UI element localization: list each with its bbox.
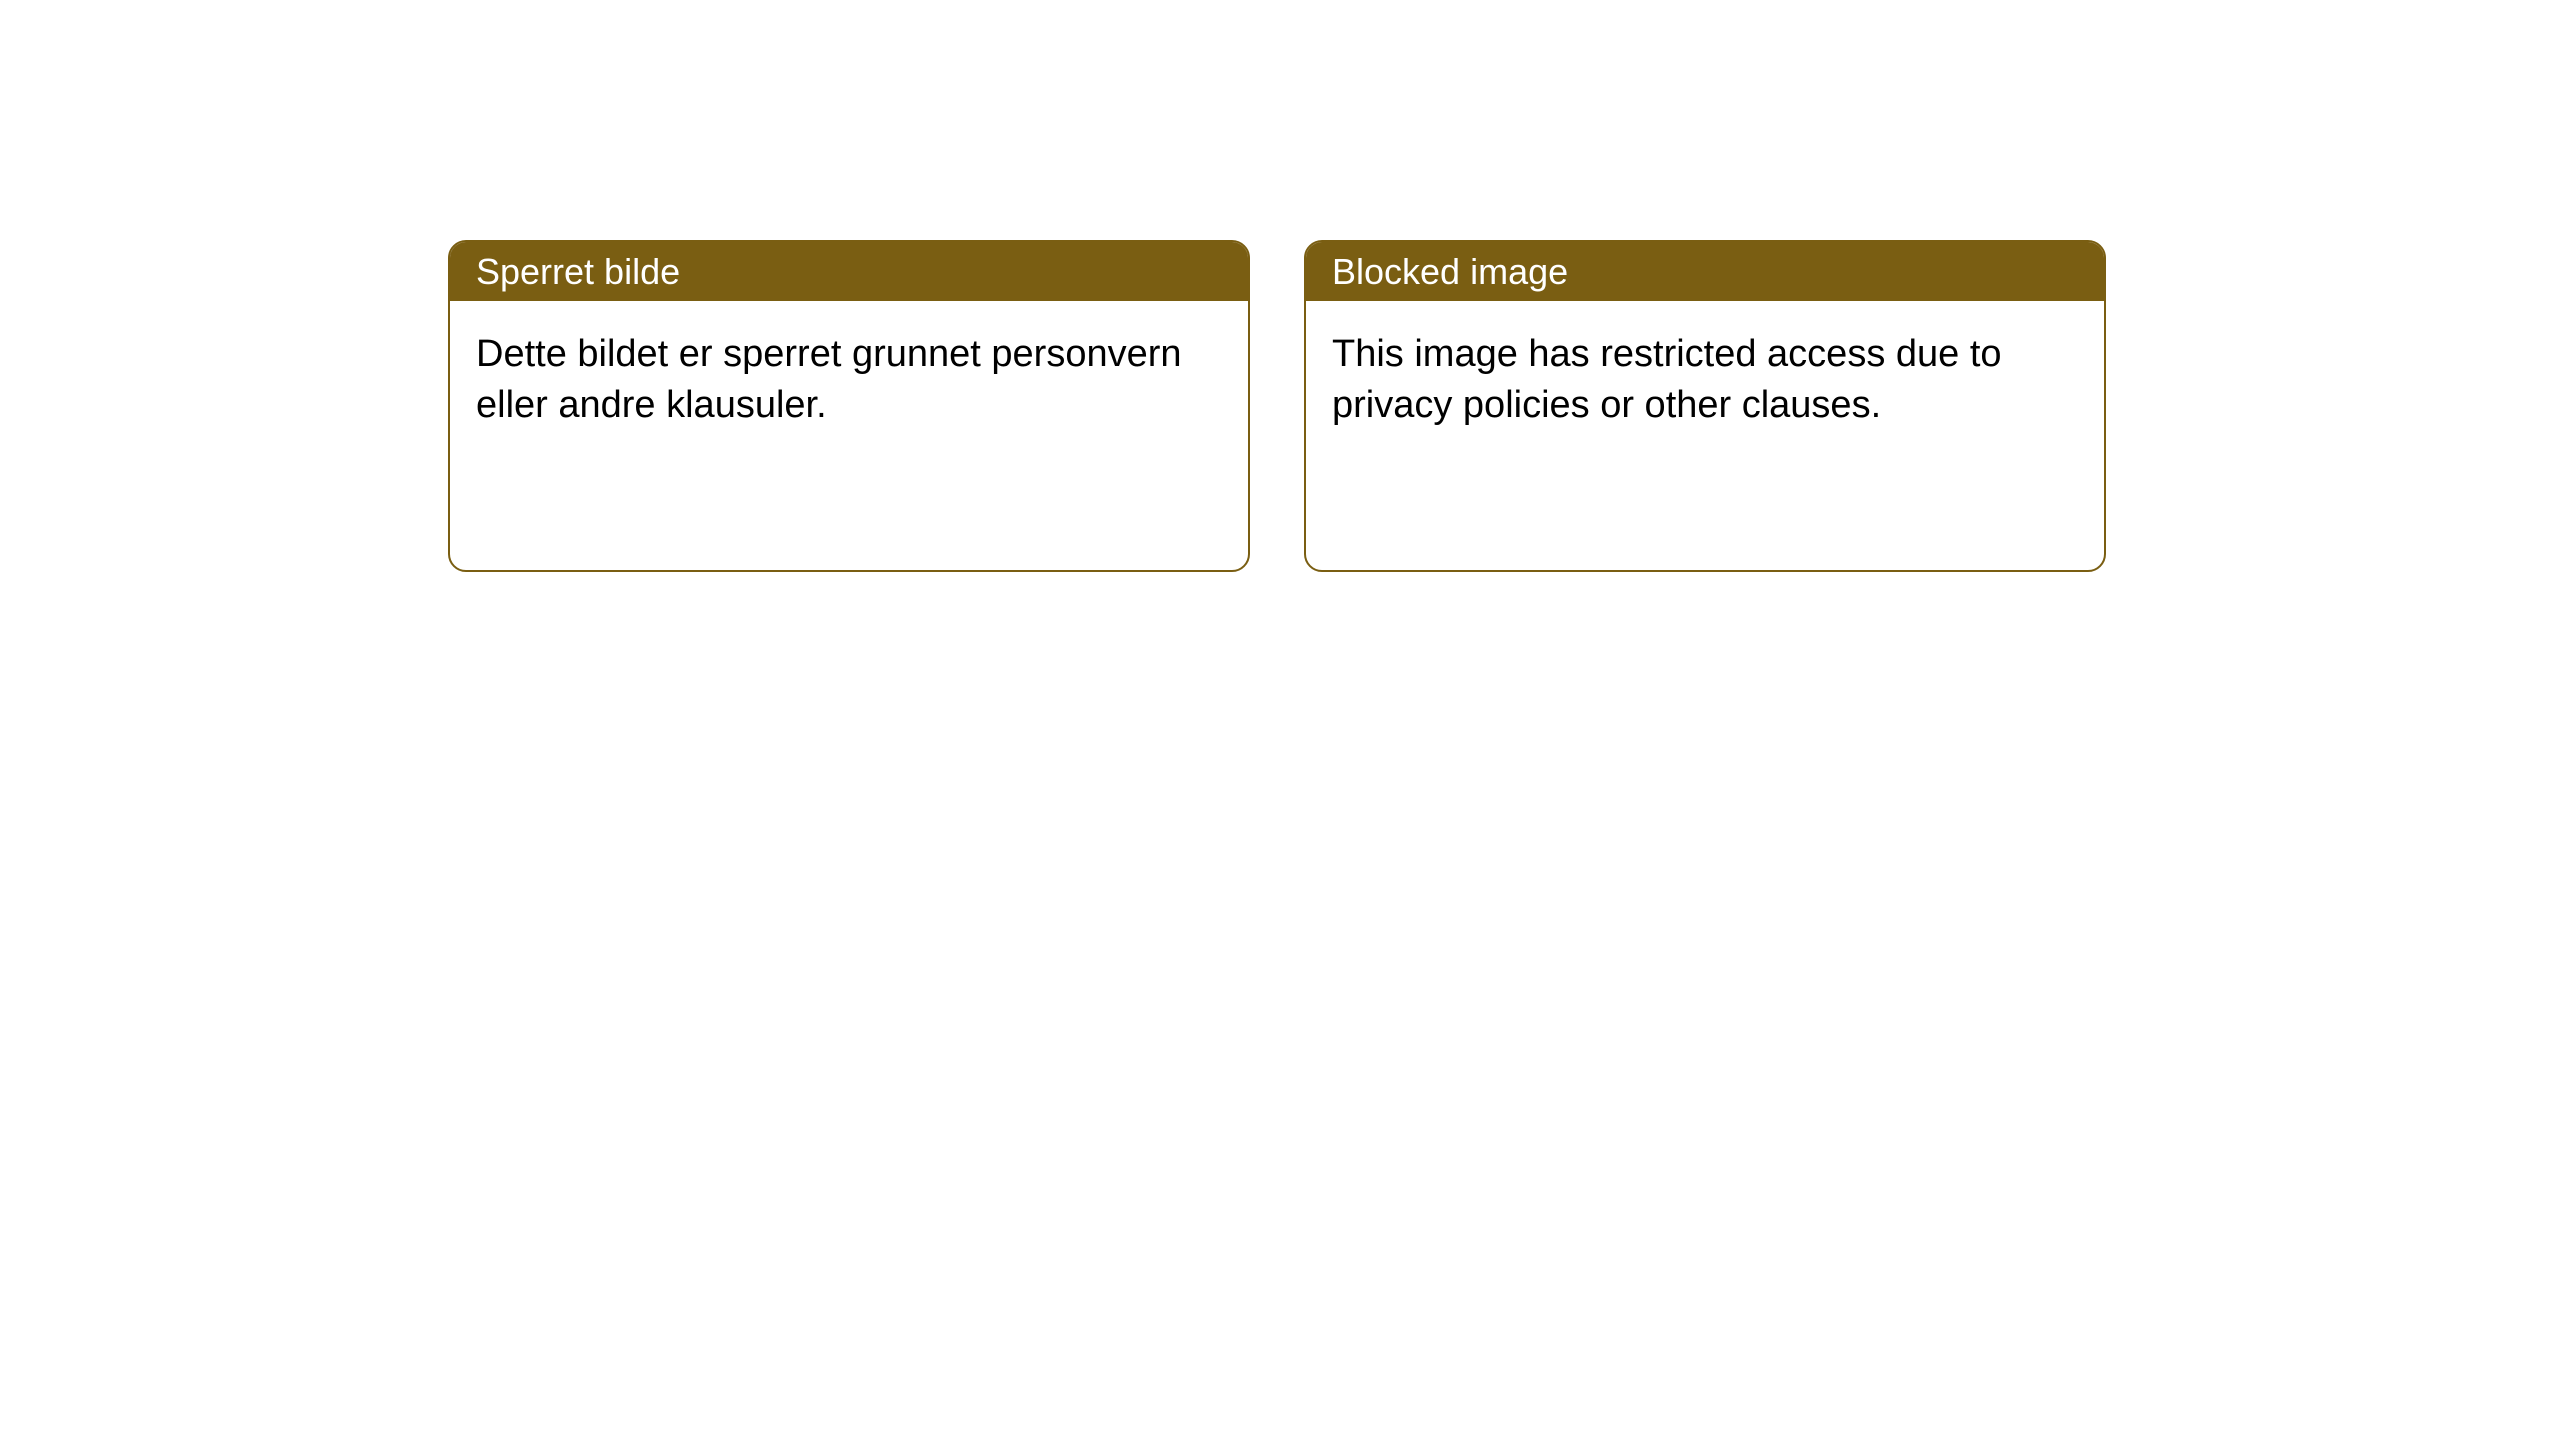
notice-card-english: Blocked image This image has restricted …: [1304, 240, 2106, 572]
notice-container: Sperret bilde Dette bildet er sperret gr…: [0, 0, 2560, 572]
notice-body: Dette bildet er sperret grunnet personve…: [450, 301, 1248, 460]
notice-header: Blocked image: [1306, 242, 2104, 301]
notice-header: Sperret bilde: [450, 242, 1248, 301]
notice-body: This image has restricted access due to …: [1306, 301, 2104, 460]
notice-card-norwegian: Sperret bilde Dette bildet er sperret gr…: [448, 240, 1250, 572]
